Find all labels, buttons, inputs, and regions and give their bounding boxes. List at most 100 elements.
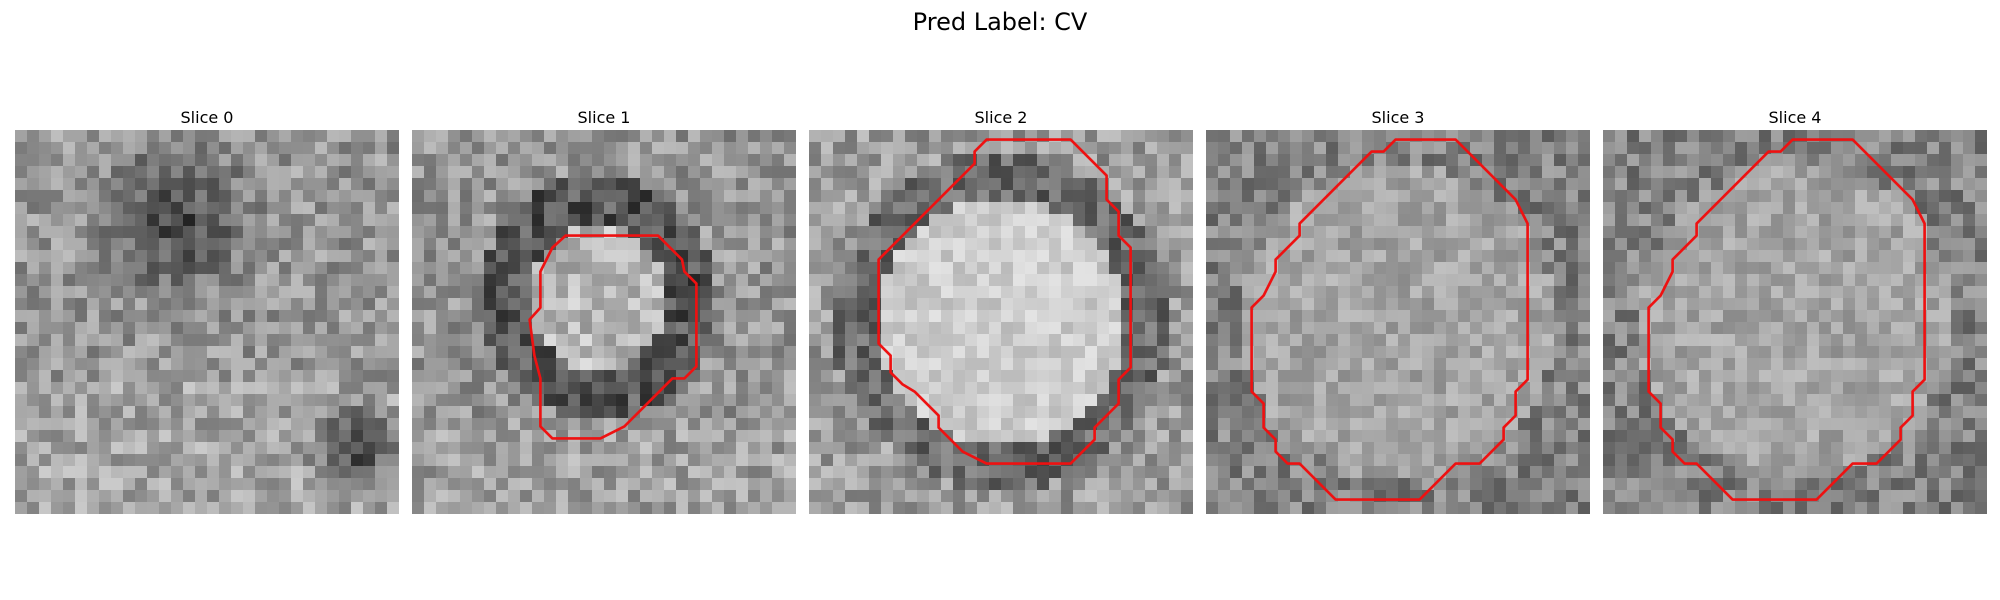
pixel	[1542, 430, 1555, 443]
pixel	[267, 418, 280, 431]
pixel	[941, 490, 954, 503]
pixel	[1639, 178, 1652, 191]
pixel	[1903, 166, 1916, 179]
pixel	[748, 310, 761, 323]
pixel	[508, 394, 521, 407]
pixel	[628, 394, 641, 407]
pixel	[1001, 262, 1014, 275]
pixel	[1278, 382, 1291, 395]
pixel	[1061, 166, 1074, 179]
pixel	[315, 430, 328, 443]
pixel	[51, 370, 64, 383]
pixel	[424, 178, 437, 191]
pixel	[508, 502, 521, 514]
pixel	[1109, 178, 1122, 191]
pixel	[1699, 238, 1712, 251]
pixel	[833, 274, 846, 287]
pixel	[845, 214, 858, 227]
pixel	[881, 154, 894, 167]
pixel	[1314, 310, 1327, 323]
pixel	[1314, 394, 1327, 407]
pixel	[87, 490, 100, 503]
pixel	[207, 202, 220, 215]
pixel	[243, 154, 256, 167]
pixel	[99, 346, 112, 359]
pixel	[724, 466, 737, 479]
pixel	[147, 394, 160, 407]
pixel	[821, 490, 834, 503]
pixel	[736, 322, 749, 335]
pixel	[339, 406, 352, 419]
pixel	[1554, 406, 1567, 419]
pixel	[1675, 370, 1688, 383]
pixel	[1350, 214, 1363, 227]
pixel	[809, 454, 822, 467]
pixel	[1410, 394, 1423, 407]
pixel	[1061, 358, 1074, 371]
pixel	[1169, 238, 1182, 251]
pixel	[700, 238, 713, 251]
pixel	[436, 346, 449, 359]
pixel	[387, 130, 399, 143]
pixel	[1037, 418, 1050, 431]
pixel	[387, 502, 399, 514]
pixel	[219, 190, 232, 203]
pixel	[917, 274, 930, 287]
pixel	[39, 226, 52, 239]
pixel	[1518, 430, 1531, 443]
pixel	[1927, 346, 1940, 359]
pixel	[1711, 442, 1724, 455]
pixel	[1747, 358, 1760, 371]
pixel	[1145, 466, 1158, 479]
pixel	[1927, 166, 1940, 179]
pixel	[123, 370, 136, 383]
pixel	[736, 226, 749, 239]
pixel	[1025, 262, 1038, 275]
pixel	[1771, 262, 1784, 275]
pixel	[1963, 310, 1976, 323]
pixel	[135, 322, 148, 335]
pixel	[532, 442, 545, 455]
pixel	[484, 130, 497, 143]
pixel	[472, 130, 485, 143]
pixel	[51, 334, 64, 347]
pixel	[1097, 154, 1110, 167]
pixel	[1470, 502, 1483, 514]
pixel	[375, 214, 388, 227]
pixel	[1711, 226, 1724, 239]
pixel	[375, 358, 388, 371]
pixel	[195, 202, 208, 215]
pixel	[1254, 142, 1267, 155]
pixel	[929, 370, 942, 383]
pixel	[544, 274, 557, 287]
pixel	[99, 130, 112, 143]
pixel	[977, 286, 990, 299]
pixel	[1879, 310, 1892, 323]
pixel	[1410, 478, 1423, 491]
pixel	[1133, 202, 1146, 215]
pixel	[1374, 502, 1387, 514]
pixel	[833, 130, 846, 143]
pixel	[1326, 274, 1339, 287]
pixel	[1578, 442, 1590, 455]
pixel	[1338, 202, 1351, 215]
pixel	[1278, 466, 1291, 479]
pixel	[1783, 298, 1796, 311]
pixel	[833, 370, 846, 383]
pixel	[1218, 250, 1231, 263]
pixel	[123, 202, 136, 215]
pixel	[688, 286, 701, 299]
pixel	[1049, 502, 1062, 514]
pixel	[580, 310, 593, 323]
pixel	[1603, 418, 1616, 431]
pixel	[989, 190, 1002, 203]
pixel	[99, 478, 112, 491]
pixel	[147, 358, 160, 371]
pixel	[664, 286, 677, 299]
pixel	[243, 130, 256, 143]
pixel	[484, 190, 497, 203]
pixel	[1927, 358, 1940, 371]
pixel	[387, 430, 399, 443]
pixel	[1915, 142, 1928, 155]
pixel	[628, 370, 641, 383]
